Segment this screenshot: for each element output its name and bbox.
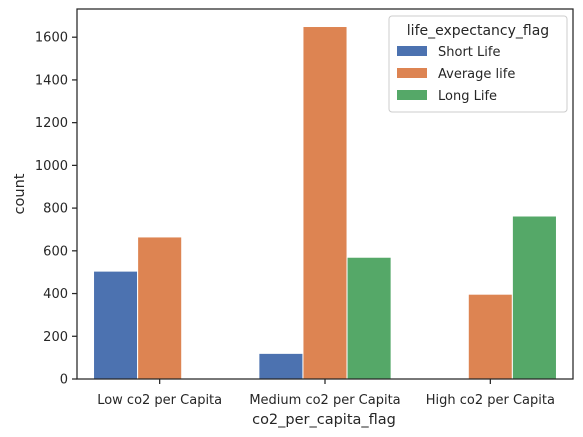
y-tick-label: 800 bbox=[43, 202, 68, 217]
bars-group bbox=[93, 26, 557, 380]
bar-2-2 bbox=[511, 215, 557, 380]
y-axis-label: count bbox=[12, 173, 28, 214]
x-tick-label: Low co2 per Capita bbox=[97, 393, 222, 408]
y-axis-ticks: 0 200 400 600 800 1000 1200 1400 1600 bbox=[35, 31, 77, 388]
legend-label: Short Life bbox=[438, 45, 500, 60]
legend-swatch bbox=[397, 46, 427, 56]
x-axis-label: co2_per_capita_flag bbox=[252, 412, 396, 428]
x-tick-label: Medium co2 per Capita bbox=[249, 393, 400, 408]
bar-2-1 bbox=[467, 293, 513, 380]
legend-items: Short Life Average life Long Life bbox=[397, 45, 515, 104]
y-tick-label: 1400 bbox=[35, 73, 68, 88]
y-tick-label: 600 bbox=[43, 244, 68, 259]
legend-box bbox=[388, 15, 568, 113]
plot-frame bbox=[76, 8, 574, 380]
y-tick-label: 1600 bbox=[35, 31, 68, 46]
bar-1-0 bbox=[258, 352, 304, 380]
y-tick-label: 1200 bbox=[35, 116, 68, 131]
y-tick-label: 200 bbox=[43, 330, 68, 345]
bar-0-0 bbox=[93, 270, 139, 380]
y-tick-label: 400 bbox=[43, 287, 68, 302]
legend-swatch bbox=[397, 68, 427, 78]
y-tick-label: 1000 bbox=[35, 159, 68, 174]
legend-label: Average life bbox=[438, 67, 515, 82]
legend-title: life_expectancy_flag bbox=[407, 23, 549, 39]
bar-0-1 bbox=[137, 236, 183, 380]
x-tick-label: High co2 per Capita bbox=[426, 393, 555, 408]
legend-swatch bbox=[397, 90, 427, 100]
legend: life_expectancy_flag Short Life Average l… bbox=[388, 15, 568, 113]
x-axis-ticks: Low co2 per Capita Medium co2 per Capita H… bbox=[97, 379, 555, 408]
y-tick-label: 0 bbox=[60, 373, 68, 388]
legend-label: Long Life bbox=[438, 89, 497, 104]
bar-1-2 bbox=[346, 256, 392, 380]
bar-1-1 bbox=[302, 26, 348, 380]
